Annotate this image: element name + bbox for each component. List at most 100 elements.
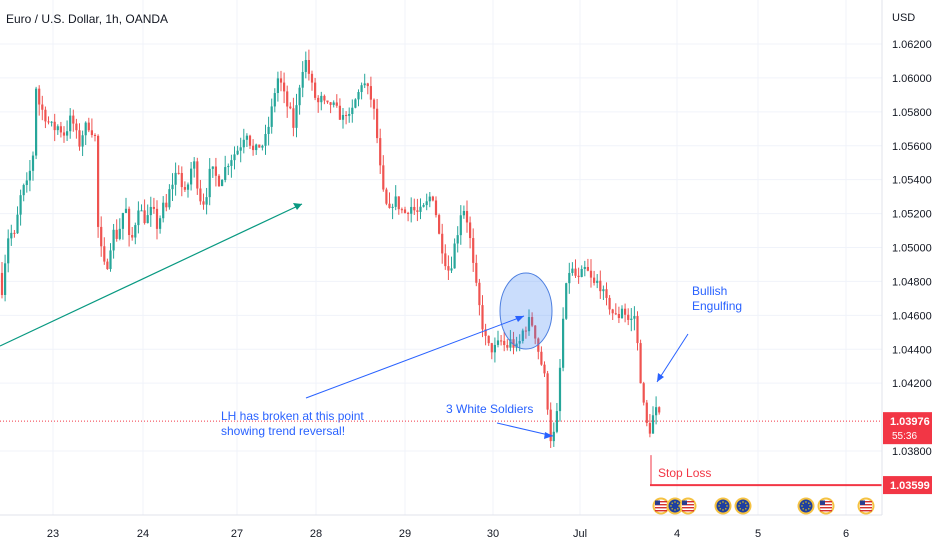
eu-star bbox=[802, 502, 804, 504]
eu-star bbox=[802, 508, 804, 510]
us-stripe bbox=[820, 501, 832, 503]
candle-body bbox=[589, 270, 593, 278]
candle-body bbox=[199, 188, 202, 202]
candle-body bbox=[124, 208, 128, 213]
candle-body bbox=[447, 266, 450, 271]
candle-body bbox=[233, 154, 236, 161]
x-tick-label: 29 bbox=[399, 528, 411, 540]
candle-body bbox=[155, 208, 159, 229]
candle-body bbox=[534, 325, 537, 339]
candle-body bbox=[186, 184, 190, 190]
us-stripe bbox=[655, 504, 667, 506]
eu-star bbox=[739, 508, 741, 510]
eu-star bbox=[678, 505, 680, 507]
candle-body bbox=[168, 189, 171, 208]
eu-star bbox=[805, 509, 807, 511]
candle-body bbox=[304, 60, 307, 72]
candle-body bbox=[270, 106, 273, 127]
eu-star bbox=[677, 502, 679, 504]
eu-star bbox=[739, 502, 741, 504]
candle-body bbox=[407, 212, 410, 214]
candle-body bbox=[617, 314, 620, 319]
candle-body bbox=[289, 106, 292, 109]
eu-flag-event-icon[interactable] bbox=[714, 497, 732, 515]
x-tick-label: 5 bbox=[755, 528, 761, 540]
candle-body bbox=[245, 135, 248, 140]
candle-body bbox=[372, 99, 376, 109]
us-stripe bbox=[682, 504, 694, 506]
candle-body bbox=[13, 232, 16, 234]
us-stripe bbox=[655, 507, 667, 509]
time-axis[interactable]: 23 24 27 28 29 30 Jul 4 5 6 bbox=[47, 528, 849, 540]
candle-body bbox=[286, 91, 289, 107]
candle-body bbox=[481, 305, 484, 330]
candle-body bbox=[611, 309, 614, 314]
candle-body bbox=[586, 266, 589, 271]
candle-body bbox=[106, 261, 109, 270]
candle-body bbox=[56, 126, 59, 131]
us-flag-event-icon[interactable] bbox=[857, 497, 875, 515]
candle-body bbox=[397, 196, 400, 210]
candle-body bbox=[279, 78, 283, 83]
candle-body bbox=[7, 238, 10, 264]
candle-body bbox=[211, 166, 214, 169]
x-tick-label: Jul bbox=[573, 528, 587, 540]
eu-star bbox=[809, 505, 811, 507]
candle-body bbox=[19, 195, 22, 215]
eu-star bbox=[722, 509, 724, 511]
highlight-circle bbox=[499, 272, 553, 350]
candle-body bbox=[382, 165, 385, 190]
candle-body bbox=[577, 275, 580, 277]
candle-body bbox=[658, 407, 661, 413]
eu-flag-event-icon[interactable] bbox=[666, 497, 684, 515]
us-flag-event-icon[interactable] bbox=[652, 497, 670, 515]
eu-star bbox=[738, 505, 740, 507]
candle-body bbox=[518, 341, 521, 344]
y-tick-label: 1.05600 bbox=[892, 141, 932, 153]
eu-flag-event-icon[interactable] bbox=[797, 497, 815, 515]
eu-star bbox=[677, 508, 679, 510]
candle-body bbox=[307, 60, 310, 74]
candle-body bbox=[620, 308, 624, 319]
candle-body bbox=[540, 351, 543, 365]
eu-flag-event-icon[interactable] bbox=[734, 497, 752, 515]
x-tick-label: 30 bbox=[487, 528, 499, 540]
us-flag-event-icon[interactable] bbox=[817, 497, 835, 515]
eu-star bbox=[808, 502, 810, 504]
candle-body bbox=[69, 115, 72, 132]
candle-body bbox=[230, 160, 233, 166]
eu-star bbox=[719, 502, 721, 504]
candle-body bbox=[431, 196, 434, 201]
annotation-text: Engulfing bbox=[692, 299, 742, 313]
candle-body bbox=[472, 238, 475, 263]
candle-body bbox=[97, 135, 100, 227]
y-tick-label: 1.04600 bbox=[892, 310, 932, 322]
eu-star bbox=[674, 509, 676, 511]
candle-body bbox=[276, 78, 279, 94]
us-stripe bbox=[820, 510, 832, 512]
candle-body bbox=[596, 280, 599, 283]
candle-body bbox=[35, 88, 38, 156]
candle-body bbox=[323, 95, 326, 101]
candle-body bbox=[338, 105, 341, 120]
us-stripe bbox=[860, 504, 872, 506]
candle-body bbox=[0, 272, 4, 295]
y-tick-label: 1.06000 bbox=[892, 73, 932, 85]
candle-body bbox=[475, 262, 478, 283]
us-flag-event-icon[interactable] bbox=[679, 497, 697, 515]
candle-body bbox=[624, 308, 627, 315]
eu-star bbox=[674, 501, 676, 503]
candle-body bbox=[487, 335, 490, 344]
candle-body bbox=[31, 155, 35, 171]
y-tick-label: 1.05800 bbox=[892, 107, 932, 119]
x-tick-label: 24 bbox=[137, 528, 149, 540]
y-tick-label: 1.06200 bbox=[892, 39, 932, 51]
current-price-badge bbox=[883, 412, 932, 445]
candle-body bbox=[434, 200, 438, 216]
economic-events[interactable] bbox=[652, 497, 875, 515]
candle-body bbox=[441, 233, 444, 254]
candle-body bbox=[627, 314, 630, 320]
price-axis[interactable]: 1.06200 1.06000 1.05800 1.05600 1.05400 1.052… bbox=[0, 0, 932, 516]
annotation-text: LH has broken at this point bbox=[221, 409, 364, 423]
